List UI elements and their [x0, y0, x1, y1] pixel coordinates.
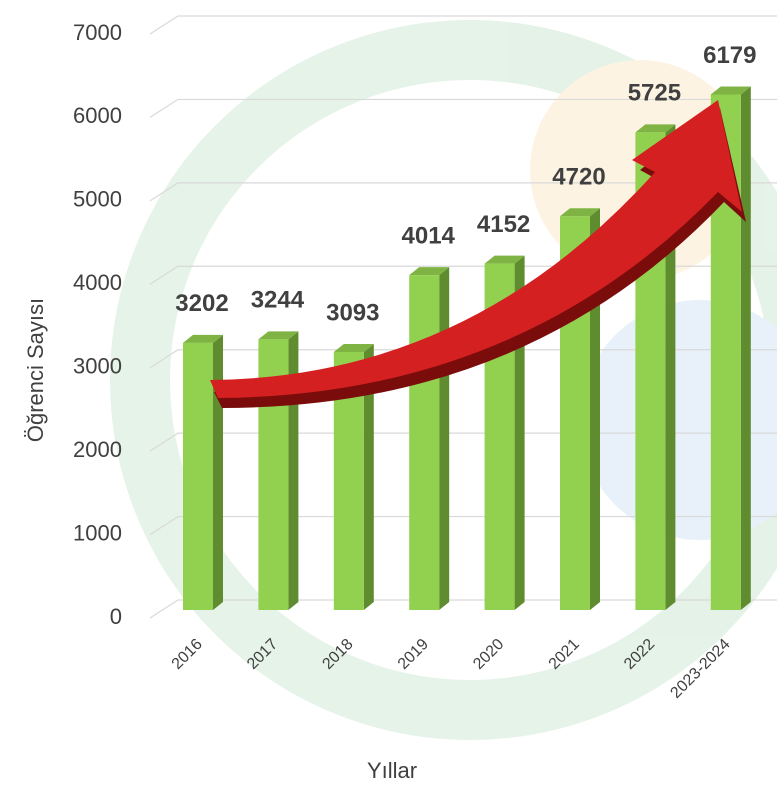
bar-top: [560, 208, 600, 217]
bar-side: [288, 331, 299, 610]
bar-top: [710, 86, 751, 95]
x-tick-label: 2020: [470, 636, 507, 673]
x-tick-label: 2019: [395, 636, 432, 673]
grid-line: [149, 98, 777, 118]
bar-side: [740, 86, 751, 610]
y-tick-label: 4000: [73, 270, 122, 295]
grid-line: [149, 182, 777, 202]
bar-top: [183, 334, 223, 343]
grid-line: [149, 15, 777, 35]
value-label: 3202: [175, 290, 228, 317]
bar-side: [439, 267, 450, 610]
y-tick-label: 0: [110, 604, 122, 629]
value-label: 4720: [552, 164, 605, 191]
bar-side: [363, 343, 374, 610]
y-tick-label: 3000: [73, 354, 122, 379]
y-tick-label: 7000: [73, 20, 122, 45]
y-tick-label: 6000: [73, 103, 122, 128]
bar-top: [635, 124, 676, 133]
value-label: 3244: [251, 287, 305, 314]
y-tick-label: 5000: [73, 187, 122, 212]
trend-arrow: [210, 100, 746, 408]
bar-top: [258, 331, 299, 340]
value-label: 4014: [402, 222, 456, 249]
value-label: 3093: [326, 299, 379, 326]
bar-top: [409, 267, 450, 276]
y-tick-label: 1000: [73, 520, 122, 545]
value-label: 5725: [628, 80, 681, 107]
y-tick-label: 2000: [73, 437, 122, 462]
bar: [183, 342, 213, 610]
bar-top: [333, 343, 374, 352]
bar: [409, 275, 440, 610]
bar-top: [484, 255, 525, 264]
y-axis-title: Öğrenci Sayısı: [23, 298, 48, 442]
x-axis-title: Yıllar: [367, 758, 417, 783]
value-label: 4152: [477, 211, 530, 238]
bar-side: [213, 334, 223, 610]
value-label: 6179: [703, 42, 756, 69]
x-tick-label: 2016: [169, 636, 206, 673]
